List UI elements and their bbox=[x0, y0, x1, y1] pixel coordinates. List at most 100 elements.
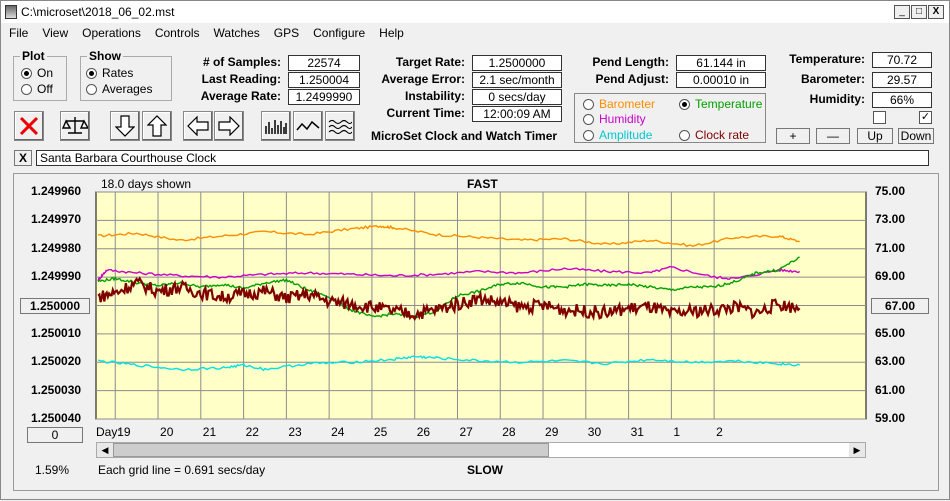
bars-icon bbox=[265, 120, 287, 134]
radio-empty-icon bbox=[583, 113, 594, 125]
menu-controls[interactable]: Controls bbox=[154, 26, 200, 40]
x-axis-tick: 20 bbox=[160, 425, 174, 439]
x-axis-tick: 23 bbox=[288, 425, 302, 439]
x-axis-tick: 28 bbox=[502, 425, 516, 439]
average-error-value: 2.1 sec/month bbox=[472, 72, 562, 88]
minimize-button[interactable]: _ bbox=[894, 5, 910, 19]
shift-down-button[interactable] bbox=[110, 111, 140, 141]
show-averages-radio[interactable]: Averages bbox=[86, 82, 152, 96]
scrollbar-thumb[interactable] bbox=[113, 443, 549, 457]
humidity-readout-label: Humidity: bbox=[809, 92, 865, 106]
radio-empty-icon bbox=[583, 129, 594, 141]
series-line-4 bbox=[97, 355, 801, 372]
barometer-radio[interactable]: Barometer bbox=[583, 97, 655, 111]
clock-rate-radio[interactable]: Clock rate bbox=[679, 128, 749, 142]
last-reading-label: Last Reading: bbox=[201, 72, 281, 86]
scroll-left-button[interactable] bbox=[183, 111, 213, 141]
show-rates-radio[interactable]: Rates bbox=[86, 66, 133, 80]
checkbox-1[interactable] bbox=[873, 111, 886, 124]
delete-button[interactable] bbox=[14, 111, 44, 141]
average-rate-label: Average Rate: bbox=[200, 89, 281, 103]
series-line-2 bbox=[97, 256, 800, 319]
menu-gps[interactable]: GPS bbox=[273, 26, 300, 40]
scroll-right-arrow-icon[interactable]: ▶ bbox=[853, 445, 861, 455]
scrollbar-track[interactable] bbox=[549, 443, 849, 457]
x-axis-tick: 22 bbox=[245, 425, 259, 439]
pend-adjust-label: Pend Adjust: bbox=[595, 72, 669, 86]
pend-adjust-value: 0.00010 in bbox=[676, 72, 766, 88]
right-axis-tick: 61.00 bbox=[875, 382, 906, 397]
instability-value: 0 secs/day bbox=[472, 89, 562, 105]
multi-line-view-button[interactable] bbox=[325, 111, 355, 141]
arrow-left-icon bbox=[187, 116, 209, 136]
line-view-button[interactable] bbox=[293, 111, 323, 141]
maximize-button[interactable]: □ bbox=[911, 5, 927, 19]
plot-on-radio[interactable]: On bbox=[21, 66, 53, 80]
percent-label: 1.59% bbox=[35, 463, 70, 477]
center-temp-button[interactable]: 67.00 bbox=[871, 298, 929, 314]
temperature-radio[interactable]: Temperature bbox=[679, 97, 762, 111]
radio-empty-icon bbox=[21, 83, 32, 95]
close-button[interactable]: X bbox=[928, 5, 944, 19]
amplitude-radio[interactable]: Amplitude bbox=[583, 128, 652, 142]
menu-watches[interactable]: Watches bbox=[213, 26, 260, 40]
left-axis-tick: 1.249990 bbox=[31, 269, 82, 284]
horizontal-scrollbar[interactable]: ◀ ▶ bbox=[96, 442, 866, 458]
scale-plus-button[interactable]: + bbox=[776, 128, 810, 144]
x-axis-tick: 30 bbox=[587, 425, 602, 439]
plot-group: Plot On Off bbox=[13, 49, 67, 101]
scale-up-button[interactable]: Up bbox=[857, 128, 893, 144]
radio-empty-icon bbox=[86, 83, 97, 95]
scroll-left-arrow-icon[interactable]: ◀ bbox=[101, 445, 109, 455]
clear-clock-button[interactable]: X bbox=[14, 150, 32, 166]
temperature-readout-label: Temperature: bbox=[789, 52, 865, 66]
menu-file[interactable]: File bbox=[9, 26, 29, 40]
pend-length-value: 61.144 in bbox=[676, 55, 766, 71]
center-rate-button[interactable]: 1.250000 bbox=[20, 298, 90, 314]
plot-group-title: Plot bbox=[20, 49, 47, 63]
red-x-icon bbox=[19, 116, 39, 136]
day-axis-label: Day: bbox=[96, 425, 121, 439]
scale-minus-button[interactable]: — bbox=[816, 128, 850, 144]
x-axis-tick: 19 bbox=[117, 425, 131, 439]
offset-button[interactable]: 0 bbox=[27, 427, 83, 443]
x-axis-tick: 27 bbox=[459, 425, 473, 439]
radio-empty-icon bbox=[583, 98, 594, 110]
app-icon bbox=[5, 5, 17, 19]
plot-off-radio[interactable]: Off bbox=[21, 82, 53, 96]
menu-help[interactable]: Help bbox=[379, 26, 404, 40]
window-title: C:\microset\2018_06_02.mst bbox=[21, 5, 175, 19]
radio-selected-icon bbox=[679, 98, 690, 110]
current-time-label: Current Time: bbox=[386, 106, 465, 120]
average-error-label: Average Error: bbox=[381, 72, 465, 86]
scale-down-button[interactable]: Down bbox=[898, 128, 934, 144]
humidity-label: Humidity bbox=[599, 112, 646, 126]
temperature-label: Temperature bbox=[695, 97, 763, 111]
plot-off-label: Off bbox=[37, 82, 53, 96]
menu-bar: File View Operations Controls Watches GP… bbox=[1, 23, 949, 43]
series-line-3 bbox=[97, 276, 801, 322]
grid-note: Each grid line = 0.691 secs/day bbox=[98, 463, 266, 477]
balance-button[interactable] bbox=[60, 111, 90, 141]
samples-value: 22574 bbox=[288, 55, 360, 71]
left-axis-tick: 1.250040 bbox=[31, 411, 82, 425]
left-axis-tick: 1.250020 bbox=[31, 354, 82, 369]
arrow-right-icon bbox=[218, 116, 240, 136]
wavy-lines-icon bbox=[328, 119, 352, 135]
balance-scale-icon bbox=[62, 117, 88, 134]
barometer-readout-label: Barometer: bbox=[800, 72, 865, 86]
menu-view[interactable]: View bbox=[42, 26, 69, 40]
scroll-right-button[interactable] bbox=[214, 111, 244, 141]
checkbox-2[interactable]: ✓ bbox=[919, 111, 932, 124]
bars-view-button[interactable] bbox=[261, 111, 291, 141]
left-axis-tick: 1.249970 bbox=[31, 212, 82, 227]
shift-up-button[interactable] bbox=[142, 111, 172, 141]
right-axis-tick: 69.00 bbox=[875, 269, 906, 284]
humidity-radio[interactable]: Humidity bbox=[583, 112, 646, 126]
x-axis-tick: 21 bbox=[202, 425, 217, 439]
clock-name-field[interactable]: Santa Barbara Courthouse Clock bbox=[36, 150, 929, 166]
menu-configure[interactable]: Configure bbox=[313, 26, 366, 40]
right-axis-tick: 65.00 bbox=[875, 325, 906, 340]
menu-operations[interactable]: Operations bbox=[82, 26, 141, 40]
